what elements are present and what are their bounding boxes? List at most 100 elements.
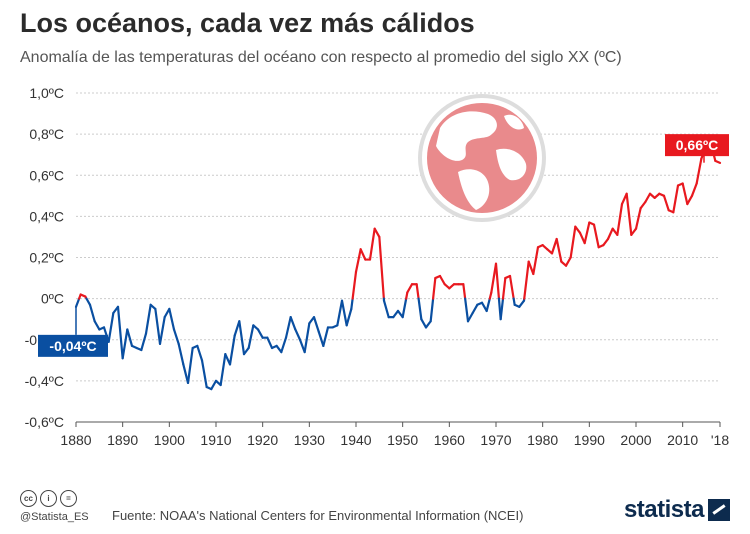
line-segment bbox=[144, 303, 152, 335]
line-segment bbox=[583, 221, 591, 245]
x-tick-label: 1950 bbox=[387, 432, 418, 448]
line-segment bbox=[378, 235, 385, 300]
line-segment bbox=[177, 342, 185, 366]
line-segment bbox=[438, 274, 446, 286]
x-tick-label: 1930 bbox=[294, 432, 325, 448]
line-segment bbox=[499, 297, 505, 321]
line-segment bbox=[233, 320, 241, 337]
brand-mark-icon bbox=[708, 499, 730, 521]
cc-icon: cc bbox=[20, 490, 37, 507]
line-segment bbox=[518, 299, 526, 308]
chart-title: Los océanos, cada vez más cálidos bbox=[20, 8, 475, 38]
license-badges: cc i = bbox=[20, 490, 77, 507]
x-tick-label: 1990 bbox=[574, 432, 605, 448]
line-segment bbox=[116, 305, 124, 360]
x-tick-label: 1880 bbox=[60, 432, 91, 448]
line-segment bbox=[462, 283, 467, 300]
y-tick-label: -0,4ºC bbox=[25, 373, 64, 389]
line-segment bbox=[266, 336, 274, 350]
line-segment bbox=[690, 182, 698, 197]
y-tick-label: 0,6ºC bbox=[29, 167, 64, 183]
x-tick-label: 1940 bbox=[340, 432, 371, 448]
line-segment bbox=[351, 270, 358, 300]
line-segment bbox=[172, 328, 180, 345]
y-tick-label: 1,0ºC bbox=[29, 85, 64, 101]
line-segment bbox=[681, 182, 689, 206]
line-segment bbox=[284, 316, 292, 339]
line-segment bbox=[200, 359, 208, 389]
line-segment bbox=[186, 346, 194, 385]
globe-icon bbox=[418, 94, 546, 222]
line-segment bbox=[242, 346, 250, 356]
line-segment bbox=[354, 248, 362, 273]
by-icon: i bbox=[40, 490, 57, 507]
line-segment bbox=[350, 297, 354, 311]
line-segment bbox=[471, 303, 479, 315]
y-tick-label: -0,6ºC bbox=[25, 414, 64, 430]
line-segment bbox=[345, 307, 353, 327]
y-tick-label: 0,4ºC bbox=[29, 208, 64, 224]
line-segment bbox=[464, 297, 470, 323]
line-segment bbox=[662, 194, 670, 212]
line-segment bbox=[107, 311, 115, 343]
y-tick-label: 0,8ºC bbox=[29, 126, 64, 142]
line-segment bbox=[256, 328, 264, 339]
line-segment bbox=[121, 328, 129, 360]
brand-logo: statista bbox=[624, 496, 730, 524]
x-tick-label: 2010 bbox=[667, 432, 698, 448]
line-segment bbox=[74, 297, 81, 308]
line-segment bbox=[303, 322, 311, 354]
line-segment bbox=[574, 225, 582, 234]
x-tick-label: 1960 bbox=[434, 432, 465, 448]
line-segment bbox=[392, 309, 400, 319]
line-segment bbox=[485, 297, 491, 313]
temperature-line bbox=[74, 141, 722, 391]
gridlines bbox=[76, 92, 720, 423]
x-tick-label: 1980 bbox=[527, 432, 558, 448]
line-segment bbox=[494, 262, 501, 300]
line-segment bbox=[219, 353, 227, 387]
annotation-end-label: 0,66ºC bbox=[676, 137, 718, 153]
line-segment bbox=[289, 316, 297, 331]
line-segment bbox=[317, 330, 325, 348]
line-segment bbox=[466, 311, 474, 323]
line-chart: 1,0ºC0,8ºC0,6ºC0,4ºC0,2ºC0ºC-0,2ºC-0,4ºC… bbox=[25, 85, 730, 448]
annotation-start-badge bbox=[38, 334, 108, 357]
line-segment bbox=[592, 223, 600, 249]
line-segment bbox=[373, 227, 381, 239]
line-segment bbox=[415, 283, 420, 300]
line-segment bbox=[616, 202, 624, 236]
line-segment bbox=[606, 227, 614, 241]
line-segment bbox=[634, 207, 642, 230]
line-segment bbox=[140, 332, 148, 352]
line-segment bbox=[420, 318, 428, 329]
line-segment bbox=[401, 297, 408, 319]
line-segment bbox=[550, 237, 558, 255]
line-segment bbox=[322, 326, 330, 348]
line-segment bbox=[564, 256, 572, 267]
line-segment bbox=[625, 192, 633, 236]
line-segment bbox=[578, 231, 586, 245]
line-segment bbox=[602, 237, 610, 247]
x-tick-label: 1900 bbox=[154, 432, 185, 448]
line-segment bbox=[432, 276, 437, 300]
line-segment bbox=[490, 262, 498, 294]
line-segment bbox=[182, 363, 190, 385]
x-tick-label: 1910 bbox=[200, 432, 231, 448]
line-segment bbox=[644, 192, 652, 204]
line-segment bbox=[424, 320, 432, 329]
line-segment bbox=[196, 344, 204, 362]
line-segment bbox=[429, 297, 435, 323]
line-segment bbox=[382, 299, 390, 319]
x-tick-label: 1970 bbox=[480, 432, 511, 448]
source-note: Fuente: NOAA's National Centers for Envi… bbox=[112, 508, 524, 523]
line-segment bbox=[672, 184, 680, 214]
line-segment bbox=[686, 194, 694, 206]
line-segment bbox=[154, 307, 162, 345]
annotation-start-label: -0,04ºC bbox=[49, 338, 96, 354]
line-segment bbox=[523, 260, 530, 300]
line-segment bbox=[532, 246, 540, 276]
line-segment bbox=[210, 379, 218, 391]
line-segment bbox=[639, 200, 647, 210]
line-segment bbox=[714, 159, 722, 165]
